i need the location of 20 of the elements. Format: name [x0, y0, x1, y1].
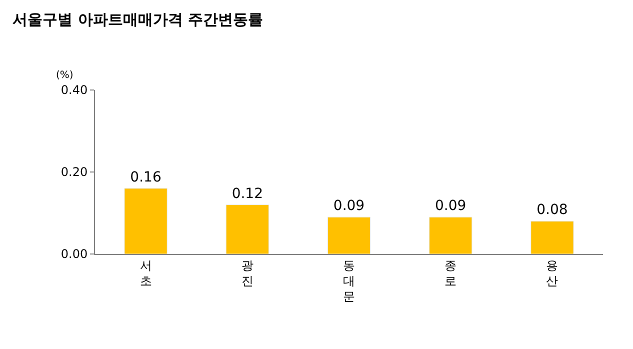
x-tick-label: 종로	[444, 258, 457, 288]
data-label: 0.09	[333, 198, 365, 214]
data-label: 0.09	[435, 198, 466, 214]
bar	[429, 216, 472, 254]
x-tick-label: 동대문	[343, 258, 355, 304]
chart-title: 서울구별 아파트매매가격 주간변동률	[12, 10, 264, 28]
data-label: 0.08	[536, 202, 568, 218]
data-label: 0.16	[130, 169, 162, 186]
bar	[124, 188, 168, 254]
bar	[327, 216, 371, 254]
x-tick-label: 광진	[241, 258, 254, 288]
bar	[226, 204, 269, 254]
y-axis-title: (%)	[56, 70, 74, 81]
y-tick-label: 0.20	[60, 165, 88, 180]
y-tick-label: 0.40	[60, 83, 88, 98]
data-label: 0.12	[232, 186, 263, 202]
y-tick-label: 0.00	[60, 247, 88, 262]
x-tick-label: 용산	[546, 258, 558, 288]
bar	[530, 220, 574, 254]
x-tick-label: 서초	[140, 258, 152, 288]
